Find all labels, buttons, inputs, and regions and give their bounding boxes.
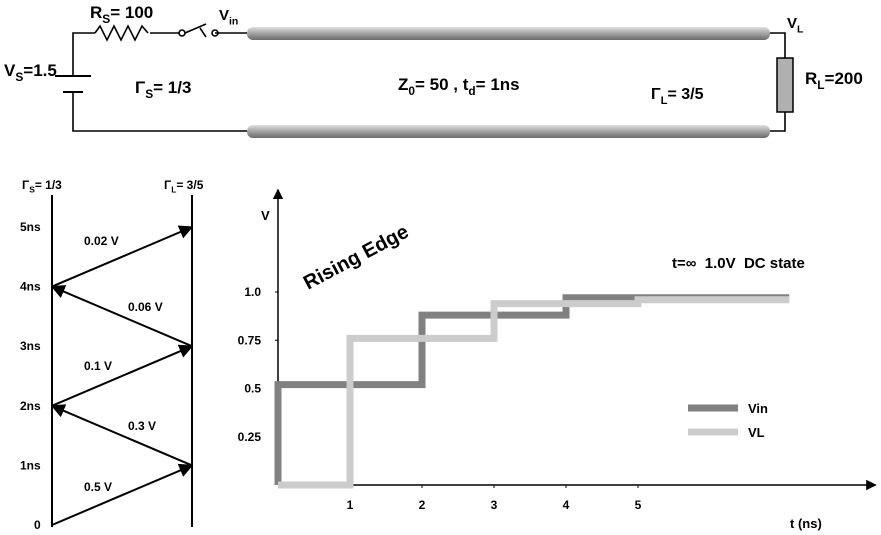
source-label: VS=1.5: [4, 61, 57, 84]
wave-label: 0.06 V: [128, 300, 163, 314]
label-part: =1.5: [23, 61, 57, 80]
y-tick-label: 0.75: [238, 333, 262, 347]
gamma-l-label: ΓL= 3/5: [164, 178, 204, 195]
vl-label: VL: [787, 15, 804, 36]
label-part: Γ: [22, 178, 30, 192]
wave-label: 0.02 V: [84, 234, 119, 248]
legend-label: Vin: [748, 401, 768, 416]
series-line: [274, 294, 790, 485]
bounce-arrows: [50, 225, 194, 526]
subscript: d: [468, 84, 475, 98]
label-part: = 50 , t: [415, 75, 469, 94]
subscript: 0: [408, 84, 415, 98]
label-part: =200: [825, 69, 863, 88]
subscript: S: [29, 185, 35, 195]
y-tick-label: 1.0: [244, 285, 261, 299]
transmission-line: [247, 27, 770, 138]
load-resistor: [776, 57, 794, 113]
label-part: = 1/3: [153, 78, 191, 97]
label-part: = 100: [110, 3, 153, 22]
wave-arrow: [50, 404, 193, 467]
y-axis-label: V: [261, 208, 270, 223]
load-resistor-label: RL=200: [805, 69, 863, 92]
wave-arrow: [51, 463, 194, 526]
gamma-s-label: ΓS= 1/3: [135, 78, 191, 101]
y-tick-label: 0.5: [244, 382, 261, 396]
x-tick-label: 1: [347, 498, 354, 512]
subscript: S: [15, 70, 23, 84]
x-axis-label: t (ns): [790, 516, 822, 531]
x-tick-label: 2: [419, 498, 426, 512]
subscript: S: [102, 12, 110, 26]
label-part: R: [805, 69, 817, 88]
wave-label: 0.1 V: [84, 359, 112, 373]
label-part: V: [787, 15, 797, 32]
legend-label: VL: [748, 425, 765, 440]
wave-arrow: [50, 285, 193, 348]
y-tick-label: 0.25: [238, 430, 262, 444]
label-part: = 1ns: [476, 75, 520, 94]
subscript: in: [229, 16, 238, 28]
bounce-rails: [51, 195, 193, 527]
line-label: Z0= 50 , td= 1ns: [398, 75, 520, 98]
label-part: = 3/5: [176, 178, 203, 192]
label-part: = 3/5: [667, 86, 703, 103]
series-line: [278, 296, 790, 489]
time-label: 0: [34, 518, 41, 532]
label-part: Z: [398, 75, 408, 94]
source-resistor-label: RS= 100: [90, 3, 153, 26]
annotation: Rising Edge: [300, 221, 412, 295]
label-part: Γ: [651, 86, 661, 103]
gamma-l-label: ΓL= 3/5: [651, 86, 704, 107]
subscript: L: [171, 185, 176, 195]
label-part: Γ: [135, 78, 145, 97]
label-part: Γ: [164, 178, 172, 192]
wave-arrow: [51, 225, 194, 288]
time-label: 3ns: [20, 339, 41, 353]
subscript: L: [661, 95, 668, 107]
label-part: = 1/3: [35, 178, 62, 192]
wave-label: 0.5 V: [84, 480, 112, 494]
circuit-wires: [55, 23, 786, 132]
annotation: t=∞ 1.0V DC state: [672, 255, 805, 272]
x-tick-label: 3: [491, 498, 498, 512]
wave-arrow: [51, 344, 194, 407]
label-part: V: [4, 61, 16, 80]
vin-label: Vin: [219, 7, 238, 28]
subscript: S: [145, 87, 153, 101]
label-part: R: [90, 3, 102, 22]
x-tick-label: 5: [635, 498, 642, 512]
gamma-s-label: ΓS= 1/3: [22, 178, 62, 195]
time-label: 5ns: [20, 220, 41, 234]
time-label: 4ns: [20, 280, 41, 294]
time-label: 2ns: [20, 399, 41, 413]
subscript: L: [797, 24, 804, 36]
wave-label: 0.3 V: [128, 419, 156, 433]
time-label: 1ns: [20, 458, 41, 472]
x-tick-label: 4: [563, 498, 570, 512]
subscript: L: [817, 78, 824, 92]
label-part: V: [219, 7, 229, 24]
